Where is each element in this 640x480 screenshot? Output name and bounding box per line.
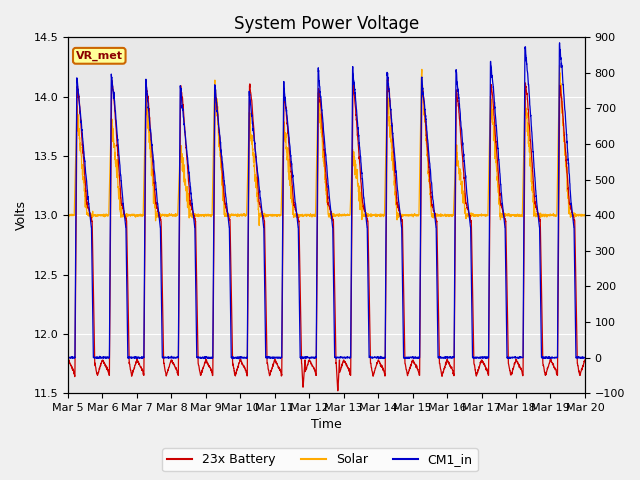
Legend: 23x Battery, Solar, CM1_in: 23x Battery, Solar, CM1_in bbox=[163, 448, 477, 471]
X-axis label: Time: Time bbox=[311, 419, 342, 432]
Title: System Power Voltage: System Power Voltage bbox=[234, 15, 419, 33]
Y-axis label: Volts: Volts bbox=[15, 200, 28, 230]
Text: VR_met: VR_met bbox=[76, 51, 123, 61]
